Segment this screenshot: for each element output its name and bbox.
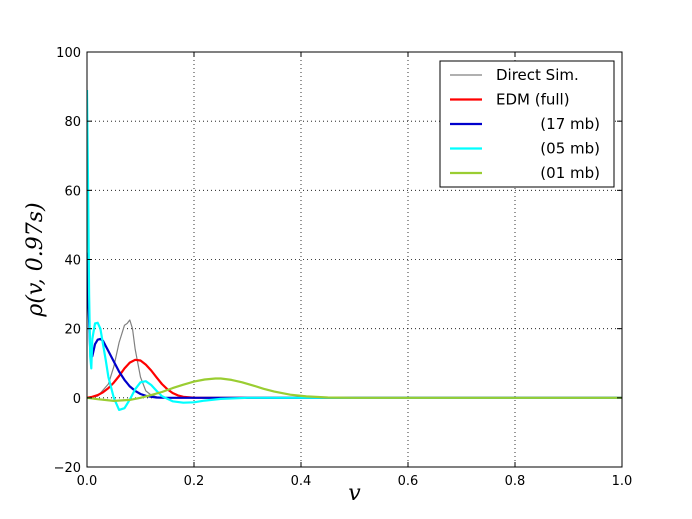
series-line-0 [87,319,622,399]
y-tick-label: 100 [56,46,81,61]
series-line-1 [87,358,622,399]
series-line-2 [87,252,622,399]
y-tick-label: 40 [64,254,81,269]
x-tick-label: 0.0 [77,474,98,489]
x-tick-label: 1.0 [612,474,633,489]
x-tick-label: 0.6 [398,474,419,489]
y-tick-label: −20 [54,461,81,476]
series-layer [87,89,622,411]
legend: Direct Sim. EDM (full) (17 mb) (05 mb) (01 m… [439,60,615,188]
x-tick-label: 0.8 [505,474,526,489]
legend-label-3: (05 mb) [540,140,600,158]
series-line-3 [87,89,622,411]
legend-label-2: (17 mb) [540,115,600,133]
series-line-4 [87,377,622,402]
y-tick-label: 80 [64,115,81,130]
y-axis-label: ρ(v, 0.97s) [23,202,48,317]
legend-label-1: EDM (full) [496,91,570,109]
x-tick-label: 0.4 [291,474,312,489]
legend-label-4: (01 mb) [540,164,600,182]
y-tick-label: 0 [73,392,81,407]
legend-label-0: Direct Sim. [496,66,579,84]
ticks: 0.0 0.2 0.4 0.6 0.8 1.0 −20 0 20 40 60 80 100 [54,46,633,489]
y-tick-label: 20 [64,323,81,338]
x-axis-label: v [348,481,361,506]
x-tick-label: 0.2 [184,474,205,489]
y-tick-label: 60 [64,184,81,199]
